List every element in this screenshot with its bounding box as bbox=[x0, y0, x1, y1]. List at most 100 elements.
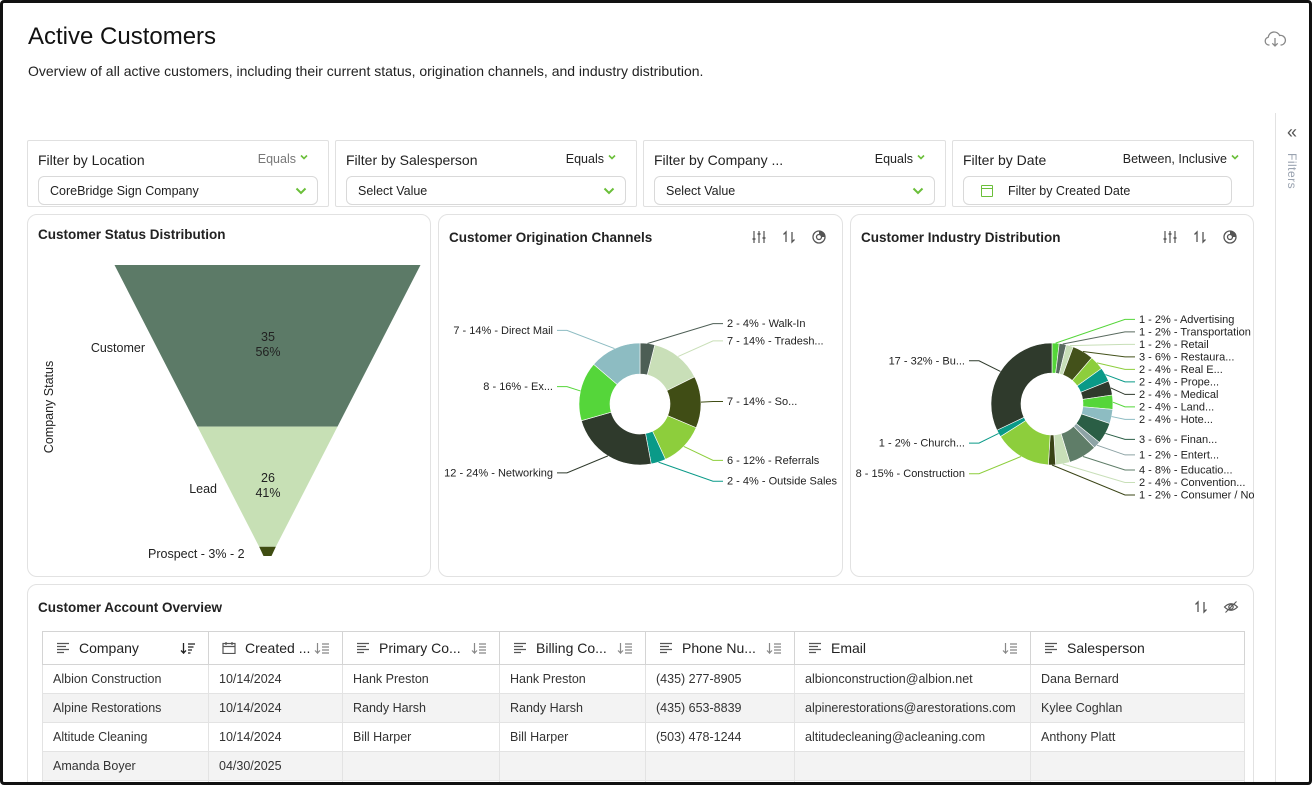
filters-panel-toggle[interactable]: Filters bbox=[1285, 153, 1299, 190]
data-label-lead-pct: 41% bbox=[255, 486, 280, 500]
category-label-prospect: Prospect - 3% - 2 bbox=[148, 547, 245, 561]
slice-label: 12 - 24% - Networking bbox=[444, 467, 553, 479]
data-label-lead-count: 26 bbox=[261, 471, 275, 485]
cell-billing-contact bbox=[499, 780, 646, 782]
filter-date: Filter by Date Between, Inclusive Filter… bbox=[952, 140, 1254, 207]
cell-created: 04/30/2025 bbox=[208, 751, 343, 781]
table-row[interactable]: Alpine Restorations 10/14/2024 Randy Harsh… bbox=[42, 693, 1245, 723]
sort-icon[interactable] bbox=[471, 642, 487, 654]
chevron-down-icon bbox=[1231, 154, 1239, 160]
cell-primary-contact bbox=[342, 751, 500, 781]
eye-visibility-icon[interactable] bbox=[1223, 599, 1239, 615]
category-label-customer: Customer bbox=[91, 341, 145, 355]
cloud-download-icon[interactable] bbox=[1263, 29, 1287, 49]
location-select[interactable]: CoreBridge Sign Company bbox=[38, 176, 318, 205]
callout-line bbox=[969, 360, 1001, 372]
callout-line bbox=[557, 386, 581, 392]
filter-label: Filter by Salesperson bbox=[346, 152, 478, 168]
cell-phone: (435) 277-8905 bbox=[645, 664, 795, 694]
chevron-down-icon bbox=[912, 187, 924, 195]
chart-settings-icon[interactable] bbox=[751, 229, 767, 245]
callout-line bbox=[683, 446, 723, 461]
slice-label: 2 - 4% - Real E... bbox=[1139, 364, 1223, 376]
sort-arrows-icon[interactable] bbox=[1192, 229, 1208, 245]
sort-arrows-icon[interactable] bbox=[781, 229, 797, 245]
chart-type-icon[interactable] bbox=[811, 229, 827, 245]
slice-label: 4 - 8% - Educatio... bbox=[1139, 465, 1233, 477]
funnel-segment-lead bbox=[197, 426, 338, 547]
slice-label: 17 - 32% - Bu... bbox=[889, 355, 965, 367]
cell-salesperson: Kylee Coghlan bbox=[1030, 693, 1245, 723]
table-row[interactable]: Amanda Boyer 04/30/2025 bbox=[42, 751, 1245, 781]
table-row[interactable]: Altitude Cleaning 10/14/2024 Bill Harper Bi… bbox=[42, 722, 1245, 752]
cell-phone: (503) 478-1244 bbox=[645, 722, 795, 752]
text-lines-icon bbox=[809, 642, 821, 654]
cell-company bbox=[42, 780, 209, 782]
page-title: Active Customers bbox=[28, 23, 217, 50]
slice-label: 1 - 2% - Transportation bbox=[1139, 326, 1251, 338]
column-header-created[interactable]: Created ... bbox=[208, 631, 343, 665]
cell-phone: (435) 653-8839 bbox=[645, 693, 795, 723]
slice-label: 1 - 2% - Retail bbox=[1139, 339, 1209, 351]
sort-icon[interactable] bbox=[1002, 642, 1018, 654]
sort-arrows-icon[interactable] bbox=[1193, 599, 1209, 615]
funnel-segment-customer bbox=[114, 265, 421, 427]
callout-line bbox=[1096, 362, 1135, 370]
account-overview-card: Customer Account Overview Company bbox=[27, 584, 1254, 782]
callout-line bbox=[1082, 350, 1135, 358]
callout-line bbox=[1111, 416, 1135, 420]
card-title: Customer Status Distribution bbox=[38, 227, 226, 242]
slice-label: 7 - 14% - Tradesh... bbox=[727, 335, 824, 347]
table-row[interactable]: Albion Construction 10/14/2024 Hank Presto… bbox=[42, 664, 1245, 694]
sort-icon[interactable] bbox=[617, 642, 633, 654]
data-label-customer-pct: 56% bbox=[255, 345, 280, 359]
column-header-phone[interactable]: Phone Nu... bbox=[645, 631, 795, 665]
text-lines-icon bbox=[514, 642, 526, 654]
column-header-primary-contact[interactable]: Primary Co... bbox=[342, 631, 500, 665]
cell-company: Albion Construction bbox=[42, 664, 209, 694]
slice-label: 2 - 4% - Prope... bbox=[1139, 376, 1219, 388]
sort-icon[interactable] bbox=[314, 642, 330, 654]
salesperson-select[interactable]: Select Value bbox=[346, 176, 626, 205]
date-range-picker[interactable]: Filter by Created Date bbox=[963, 176, 1232, 205]
chart-settings-icon[interactable] bbox=[1162, 229, 1178, 245]
chevron-down-icon bbox=[608, 154, 616, 160]
filter-operator-dropdown[interactable]: Equals bbox=[258, 152, 308, 166]
filter-operator-dropdown[interactable]: Between, Inclusive bbox=[1123, 152, 1239, 166]
cell-salesperson: Anthony Platt bbox=[1030, 722, 1245, 752]
column-header-salesperson[interactable]: Salesperson bbox=[1030, 631, 1245, 665]
slice-label: 1 - 2% - Entert... bbox=[1139, 449, 1219, 461]
table-row[interactable] bbox=[42, 780, 1245, 782]
slice-label: 1 - 2% - Church... bbox=[879, 438, 965, 450]
filter-operator-dropdown[interactable]: Equals bbox=[566, 152, 616, 166]
filter-operator-dropdown[interactable]: Equals bbox=[875, 152, 925, 166]
slice-label: 2 - 4% - Medical bbox=[1139, 389, 1218, 401]
callout-line bbox=[678, 340, 723, 357]
cell-primary-contact: Bill Harper bbox=[342, 722, 500, 752]
text-lines-icon bbox=[1045, 642, 1057, 654]
filter-label: Filter by Company ... bbox=[654, 152, 784, 168]
slice-label: 3 - 6% - Restaura... bbox=[1139, 351, 1234, 363]
sort-icon[interactable] bbox=[766, 642, 782, 654]
cell-created: 10/14/2024 bbox=[208, 664, 343, 694]
cell-created: 10/14/2024 bbox=[208, 722, 343, 752]
callout-line bbox=[1105, 374, 1135, 383]
callout-line bbox=[647, 323, 723, 344]
company-select[interactable]: Select Value bbox=[654, 176, 935, 205]
cell-salesperson bbox=[1030, 751, 1245, 781]
cell-phone bbox=[645, 751, 795, 781]
sort-ascending-icon[interactable] bbox=[180, 642, 196, 654]
callout-line bbox=[1096, 444, 1135, 456]
filters-rail-divider bbox=[1275, 113, 1276, 782]
cell-email bbox=[794, 751, 1031, 781]
chart-type-icon[interactable] bbox=[1222, 229, 1238, 245]
column-header-billing-contact[interactable]: Billing Co... bbox=[499, 631, 646, 665]
cell-phone bbox=[645, 780, 795, 782]
column-header-email[interactable]: Email bbox=[794, 631, 1031, 665]
column-header-company[interactable]: Company bbox=[42, 631, 209, 665]
callout-line bbox=[557, 455, 609, 474]
page-subtitle: Overview of all active customers, includ… bbox=[28, 63, 704, 79]
double-chevron-left-icon[interactable]: « bbox=[1287, 122, 1298, 142]
